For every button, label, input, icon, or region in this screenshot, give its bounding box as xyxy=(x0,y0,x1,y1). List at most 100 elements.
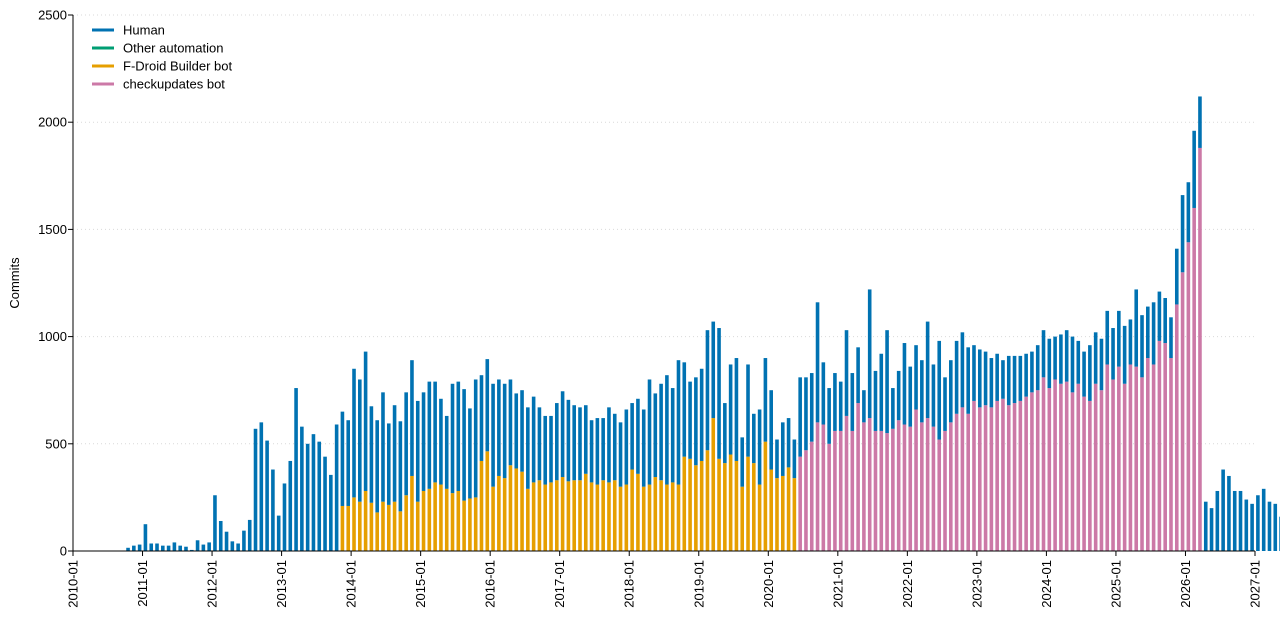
bar-human xyxy=(804,377,808,451)
bar-bot xyxy=(1140,377,1144,551)
bar-human xyxy=(705,330,710,451)
bar-human xyxy=(607,407,611,483)
x-tick-label: 2012-01 xyxy=(205,560,220,608)
bar-human xyxy=(1238,490,1243,551)
bar-human xyxy=(456,381,461,491)
bar-human xyxy=(218,520,223,551)
bar-human xyxy=(369,406,374,503)
bar-human xyxy=(1215,490,1220,551)
bar-human xyxy=(549,415,553,483)
bar-human xyxy=(896,370,901,421)
bar-bot xyxy=(1151,364,1156,551)
bar-human xyxy=(1128,319,1133,365)
bar-bot xyxy=(838,430,843,551)
x-ticks: 2010-01 2011-01 2012-01 2013-01 2014-01 2015-… xyxy=(66,551,1263,608)
bar-bot xyxy=(1169,358,1173,551)
bar-human xyxy=(236,543,240,551)
bar-bot xyxy=(1070,392,1075,551)
bar-bot xyxy=(404,495,408,551)
bar-human xyxy=(833,373,837,431)
bar-human xyxy=(723,403,727,464)
bar-bot xyxy=(369,502,374,551)
x-tick-label: 2025-01 xyxy=(1108,560,1123,608)
bar-human xyxy=(815,302,820,423)
bar-bot xyxy=(415,501,420,551)
bar-bot xyxy=(363,490,368,551)
bar-human xyxy=(699,368,704,461)
bar-human xyxy=(809,373,814,442)
bar-human xyxy=(1035,345,1040,391)
bar-human xyxy=(862,390,866,423)
bar-bot xyxy=(908,426,913,551)
bar-bot xyxy=(954,413,959,551)
bar-bot xyxy=(786,467,791,551)
y-tick-label: 500 xyxy=(45,436,67,451)
bar-bot xyxy=(497,475,501,551)
bar-human xyxy=(1117,310,1121,367)
bar-human xyxy=(543,415,548,485)
bar-bot xyxy=(804,450,808,551)
bar-human xyxy=(213,495,217,551)
bar-bot xyxy=(815,422,820,551)
bar-bot xyxy=(1117,366,1121,551)
axes xyxy=(72,15,1255,552)
bar-human xyxy=(937,340,942,440)
bar-bot xyxy=(1001,398,1005,551)
y-tick-label: 0 xyxy=(60,544,67,559)
bar-bot xyxy=(682,456,687,551)
bar-human xyxy=(612,413,617,481)
bar-bot xyxy=(670,482,675,551)
bar-human xyxy=(647,379,652,485)
bar-human xyxy=(276,515,281,551)
bar-human xyxy=(392,405,397,502)
bar-bot xyxy=(1006,405,1011,551)
bar-human xyxy=(879,353,884,431)
bar-human xyxy=(630,403,634,470)
bar-human xyxy=(479,375,484,461)
y-tick-label: 1000 xyxy=(38,329,67,344)
bar-human xyxy=(566,399,571,482)
bar-human xyxy=(473,379,478,498)
bar-bot xyxy=(537,480,542,551)
bar-human xyxy=(995,353,999,401)
bar-human xyxy=(363,351,368,491)
bar-bot xyxy=(891,428,895,551)
bar-bot xyxy=(1186,242,1191,551)
bar-human xyxy=(989,358,994,408)
bar-human xyxy=(949,360,953,423)
bar-human xyxy=(166,545,171,551)
bar-bot xyxy=(502,478,507,551)
bar-human xyxy=(433,381,437,483)
bar-bot xyxy=(734,460,739,551)
bar-bot xyxy=(1093,383,1098,551)
bar-bot xyxy=(746,456,750,551)
bar-bot xyxy=(960,407,965,551)
bar-human xyxy=(1088,345,1092,401)
bar-human xyxy=(201,544,206,551)
bar-human xyxy=(1192,130,1196,208)
bar-bot xyxy=(560,477,565,551)
bar-human xyxy=(485,359,490,452)
bar-human xyxy=(560,391,565,478)
bar-bot xyxy=(352,497,356,551)
bar-human xyxy=(960,332,965,408)
bar-human xyxy=(531,396,536,483)
bar-bot xyxy=(1024,396,1028,551)
bar-bot xyxy=(572,480,576,551)
bar-human xyxy=(132,545,136,551)
bar-human xyxy=(1157,291,1162,341)
x-tick-label: 2019-01 xyxy=(691,560,706,608)
bar-bot xyxy=(995,400,999,551)
bar-human xyxy=(311,434,316,551)
bar-bot xyxy=(757,484,762,551)
bar-human xyxy=(636,398,640,474)
bar-bot xyxy=(867,418,872,551)
bar-human xyxy=(676,360,681,485)
bar-human xyxy=(1134,289,1139,367)
bar-human xyxy=(891,388,895,429)
bar-bot xyxy=(983,405,988,551)
bar-bot xyxy=(566,481,571,551)
bar-human xyxy=(555,403,559,481)
bar-human xyxy=(1030,351,1034,393)
bar-bot xyxy=(526,488,530,551)
